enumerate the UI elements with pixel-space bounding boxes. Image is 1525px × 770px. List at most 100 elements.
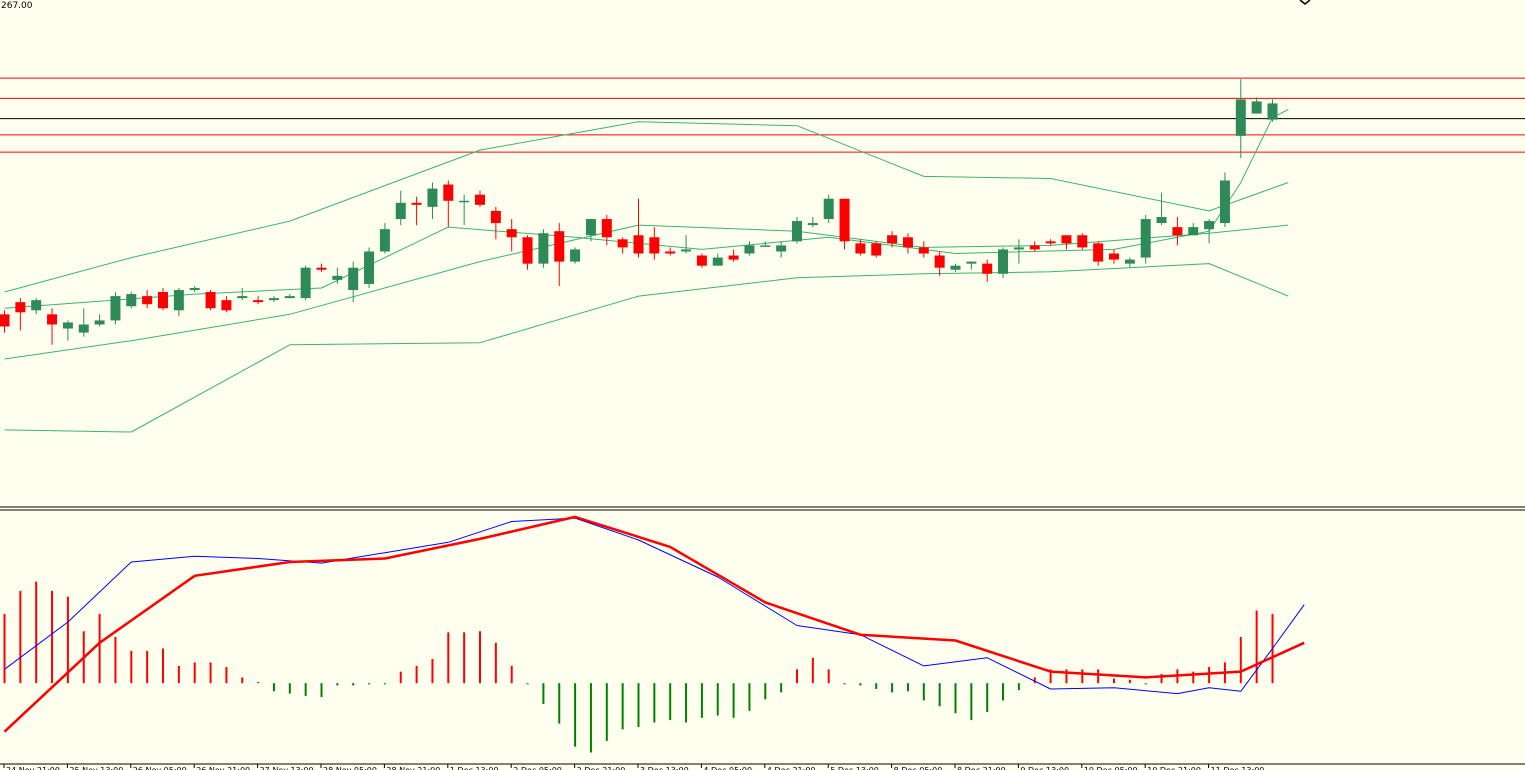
candle-body <box>1045 241 1056 244</box>
candle-body <box>1077 235 1088 248</box>
candle-body <box>1204 221 1215 230</box>
time-label: 24 Nov 21:00 <box>6 766 60 770</box>
candle <box>776 241 787 258</box>
candle <box>696 253 707 268</box>
candle-body <box>1267 103 1278 120</box>
candle-body <box>427 188 438 207</box>
candle <box>712 253 723 266</box>
time-label: 26 Nov 21:00 <box>196 766 250 770</box>
candle <box>1029 241 1040 252</box>
time-label: 25 Nov 13:00 <box>69 766 123 770</box>
candle-body <box>411 202 422 205</box>
candle <box>126 292 137 309</box>
candle <box>649 227 660 260</box>
candle-body <box>855 243 866 254</box>
time-label: 5 Dec 13:00 <box>830 766 879 770</box>
candle-body <box>1251 101 1262 114</box>
candle <box>554 223 565 286</box>
candle <box>332 267 343 284</box>
candle-body <box>284 296 295 299</box>
candle <box>538 229 549 268</box>
candle-body <box>0 314 10 327</box>
moving-average <box>4 109 1289 309</box>
time-label: 8 Dec 05:00 <box>894 766 943 770</box>
candle-body <box>1156 216 1167 224</box>
candle-body <box>158 292 168 309</box>
candle <box>1013 239 1024 264</box>
candle-body <box>78 324 89 333</box>
candle-body <box>443 184 454 201</box>
candle-body <box>316 267 327 270</box>
time-label: 10 Dec 21:00 <box>1147 766 1201 770</box>
candle <box>1077 233 1088 250</box>
candle-body <box>126 294 137 307</box>
time-label: 1 Dec 13:00 <box>450 766 499 770</box>
candle <box>665 247 676 256</box>
candle-body <box>966 261 977 264</box>
candle-body <box>982 263 993 274</box>
candle <box>443 180 454 228</box>
candle <box>316 263 327 272</box>
candle-body <box>1109 253 1119 260</box>
candle <box>601 214 612 246</box>
candle-body <box>760 245 771 247</box>
candle-body <box>728 255 739 260</box>
candle-body <box>1013 247 1024 250</box>
candle-body <box>1061 235 1072 244</box>
candle <box>300 265 311 301</box>
price-panel <box>0 77 1525 433</box>
candle-body <box>554 231 565 262</box>
candle-body <box>665 251 676 254</box>
macd-line <box>4 517 1305 695</box>
candle <box>902 233 913 254</box>
bollinger-bands <box>4 121 1289 433</box>
candle-body <box>522 237 533 264</box>
candle-body <box>47 314 58 325</box>
bollinger-middle-line <box>4 224 1289 360</box>
candle-body <box>142 296 153 305</box>
candle-body <box>1124 259 1135 264</box>
bollinger-lower-line <box>4 263 1289 433</box>
candle-body <box>744 245 755 254</box>
candle <box>1109 249 1119 264</box>
candle <box>142 290 153 309</box>
candle-body <box>601 219 612 238</box>
candle <box>1172 216 1183 246</box>
candle-body <box>585 219 596 236</box>
time-label: 3 Dec 13:00 <box>640 766 689 770</box>
candle-body <box>475 194 485 205</box>
time-label: 10 Dec 05:00 <box>1084 766 1138 770</box>
candle <box>1188 223 1199 236</box>
time-label: 4 Dec 05:00 <box>703 766 752 770</box>
candle <box>221 296 232 313</box>
time-label: 9 Dec 13:00 <box>1020 766 1069 770</box>
candle-body <box>173 290 184 311</box>
candle-body <box>459 200 470 203</box>
candle-body <box>1219 180 1230 224</box>
candle-body <box>1093 243 1104 262</box>
time-label: 28 Nov 05:00 <box>323 766 377 770</box>
candle-body <box>1235 99 1246 136</box>
candle-body <box>570 249 581 262</box>
candle <box>348 261 359 303</box>
candle <box>522 235 533 270</box>
candle <box>490 206 501 240</box>
candle <box>855 239 866 256</box>
candle <box>379 223 390 254</box>
candle <box>871 241 882 258</box>
candle <box>395 190 406 226</box>
moving-average-line <box>4 109 1289 309</box>
candle <box>966 261 977 270</box>
time-label: 8 Dec 21:00 <box>957 766 1006 770</box>
candle-body <box>332 275 343 280</box>
candle <box>918 241 929 258</box>
candle <box>633 198 644 258</box>
candle <box>62 320 73 341</box>
candle <box>189 285 200 293</box>
candle <box>744 241 755 256</box>
candle-body <box>839 198 850 242</box>
candle <box>1045 239 1056 246</box>
candle-body <box>1140 219 1151 258</box>
candle-body <box>62 322 73 329</box>
